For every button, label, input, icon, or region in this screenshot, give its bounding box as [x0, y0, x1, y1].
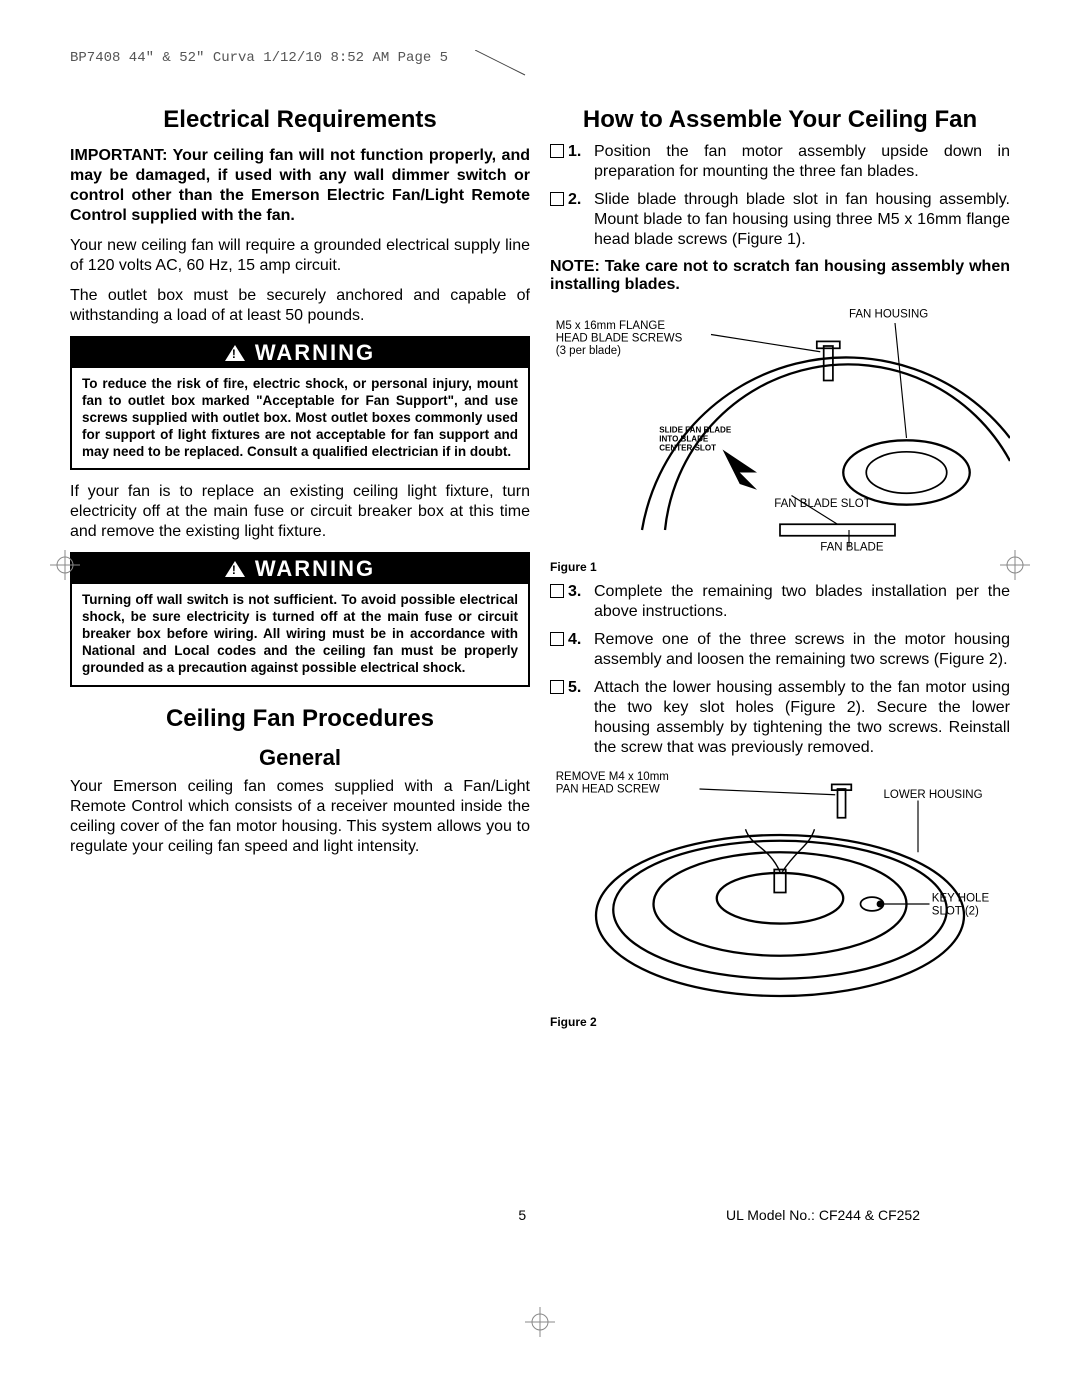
svg-text:INTO BLADE: INTO BLADE	[659, 434, 709, 443]
important-note: IMPORTANT: Your ceiling fan will not fun…	[70, 146, 530, 226]
step-3-text: Complete the remaining two blades instal…	[594, 583, 1010, 620]
warning-1-header: WARNING	[72, 338, 528, 368]
registration-mark-icon	[525, 1307, 555, 1337]
warning-1: WARNING To reduce the risk of fire, elec…	[70, 336, 530, 470]
content-columns: Electrical Requirements IMPORTANT: Your …	[70, 106, 1010, 1037]
step-3: Complete the remaining two blades instal…	[550, 582, 1010, 622]
model-number: UL Model No.: CF244 & CF252	[726, 1207, 920, 1223]
fig1-screws-label: M5 x 16mm FLANGE	[556, 320, 666, 332]
registration-mark-icon	[50, 550, 80, 580]
assembly-steps: Position the fan motor assembly upside d…	[550, 142, 1010, 250]
step-4-text: Remove one of the three screws in the mo…	[594, 631, 1010, 668]
svg-text:CENTER SLOT: CENTER SLOT	[659, 444, 716, 453]
warning-2-body: Turning off wall switch is not sufficien…	[72, 584, 528, 684]
assembly-title: How to Assemble Your Ceiling Fan	[550, 106, 1010, 134]
warning-2-header: WARNING	[72, 554, 528, 584]
checkbox-icon	[550, 584, 564, 598]
electrical-requirements-title: Electrical Requirements	[70, 106, 530, 134]
fig2-lower-label: LOWER HOUSING	[884, 789, 983, 801]
electrical-p3: If your fan is to replace an existing ce…	[70, 482, 530, 542]
right-column: How to Assemble Your Ceiling Fan Positio…	[550, 106, 1010, 1037]
checkbox-icon	[550, 144, 564, 158]
fig1-slide-label: SLIDE FAN BLADE	[659, 425, 732, 434]
svg-text:SLOT (2): SLOT (2)	[932, 905, 979, 917]
warning-2-label: WARNING	[255, 556, 375, 582]
figure-1-svg: M5 x 16mm FLANGE HEAD BLADE SCREWS (3 pe…	[550, 300, 1010, 553]
fig2-keyhole-label: KEY HOLE	[932, 893, 990, 905]
step-2-text: Slide blade through blade slot in fan ho…	[594, 191, 1010, 248]
header-pointer-icon	[475, 50, 535, 80]
left-column: Electrical Requirements IMPORTANT: Your …	[70, 106, 530, 1037]
step-5-text: Attach the lower housing assembly to the…	[594, 679, 1010, 756]
step-1-text: Position the fan motor assembly upside d…	[594, 143, 1010, 180]
step-5: Attach the lower housing assembly to the…	[550, 678, 1010, 758]
manual-page: BP7408 44" & 52" Curva 1/12/10 8:52 AM P…	[0, 0, 1080, 1397]
assembly-note: NOTE: Take care not to scratch fan housi…	[550, 258, 1010, 294]
electrical-p1: Your new ceiling fan will require a grou…	[70, 236, 530, 276]
checkbox-icon	[550, 680, 564, 694]
page-number: 5	[518, 1207, 526, 1223]
figure-2-svg: REMOVE M4 x 10mm PAN HEAD SCREW LOWER HO…	[550, 766, 1010, 1008]
assembly-steps-cont: Complete the remaining two blades instal…	[550, 582, 1010, 758]
figure-1-caption: Figure 1	[550, 560, 1010, 574]
warning-icon	[225, 345, 245, 361]
electrical-p2: The outlet box must be securely anchored…	[70, 286, 530, 326]
figure-1: M5 x 16mm FLANGE HEAD BLADE SCREWS (3 pe…	[550, 300, 1010, 574]
step-1: Position the fan motor assembly upside d…	[550, 142, 1010, 182]
svg-text:PAN HEAD SCREW: PAN HEAD SCREW	[556, 783, 660, 795]
general-subtitle: General	[70, 745, 530, 771]
checkbox-icon	[550, 632, 564, 646]
warning-icon	[225, 561, 245, 577]
fig1-slot-label: FAN BLADE SLOT	[774, 498, 871, 510]
general-body: Your Emerson ceiling fan comes supplied …	[70, 777, 530, 857]
svg-text:(3 per blade): (3 per blade)	[556, 345, 621, 357]
checkbox-icon	[550, 192, 564, 206]
print-header: BP7408 44" & 52" Curva 1/12/10 8:52 AM P…	[70, 50, 1010, 66]
fig1-blade-label: FAN BLADE	[820, 542, 884, 553]
figure-2: REMOVE M4 x 10mm PAN HEAD SCREW LOWER HO…	[550, 766, 1010, 1029]
fig2-remove-label: REMOVE M4 x 10mm	[556, 771, 669, 783]
procedures-title: Ceiling Fan Procedures	[70, 705, 530, 733]
fig1-housing-label: FAN HOUSING	[849, 308, 928, 320]
warning-2: WARNING Turning off wall switch is not s…	[70, 552, 530, 686]
step-2: Slide blade through blade slot in fan ho…	[550, 190, 1010, 250]
registration-mark-icon	[1000, 550, 1030, 580]
svg-text:HEAD BLADE SCREWS: HEAD BLADE SCREWS	[556, 332, 683, 344]
warning-1-body: To reduce the risk of fire, electric sho…	[72, 368, 528, 468]
figure-2-caption: Figure 2	[550, 1015, 1010, 1029]
step-4: Remove one of the three screws in the mo…	[550, 630, 1010, 670]
warning-1-label: WARNING	[255, 340, 375, 366]
